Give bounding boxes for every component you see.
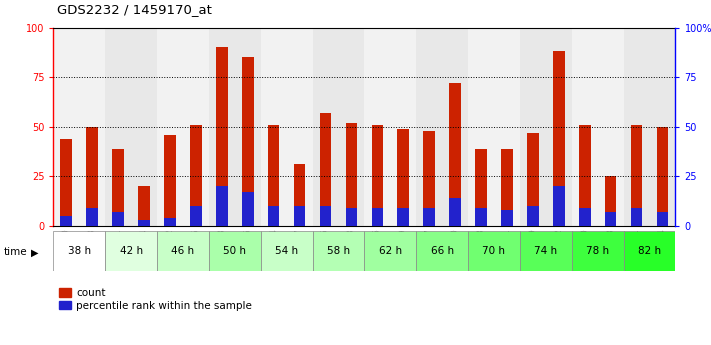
- Text: ▶: ▶: [31, 248, 39, 257]
- Text: 58 h: 58 h: [327, 246, 350, 256]
- Bar: [138, 186, 150, 226]
- Text: 74 h: 74 h: [534, 246, 557, 256]
- Bar: [364, 231, 416, 271]
- Bar: [209, 28, 261, 226]
- Bar: [86, 208, 98, 226]
- Bar: [475, 149, 487, 226]
- Bar: [346, 208, 357, 226]
- Bar: [294, 165, 306, 226]
- Bar: [261, 231, 313, 271]
- Bar: [157, 28, 209, 226]
- Bar: [579, 208, 591, 226]
- Bar: [527, 206, 539, 226]
- Bar: [605, 212, 616, 226]
- Bar: [268, 125, 279, 226]
- Bar: [261, 28, 313, 226]
- Bar: [449, 83, 461, 226]
- Bar: [624, 28, 675, 226]
- Text: 54 h: 54 h: [275, 246, 298, 256]
- Bar: [527, 133, 539, 226]
- Bar: [397, 129, 409, 226]
- Bar: [112, 149, 124, 226]
- Bar: [423, 131, 435, 226]
- Bar: [216, 47, 228, 226]
- Text: time: time: [4, 247, 27, 257]
- Bar: [423, 208, 435, 226]
- Bar: [475, 208, 487, 226]
- Bar: [372, 208, 383, 226]
- Bar: [501, 149, 513, 226]
- Text: 70 h: 70 h: [483, 246, 506, 256]
- Legend: count, percentile rank within the sample: count, percentile rank within the sample: [58, 288, 252, 311]
- Bar: [397, 208, 409, 226]
- Bar: [572, 231, 624, 271]
- Bar: [631, 125, 643, 226]
- Bar: [105, 28, 157, 226]
- Bar: [268, 206, 279, 226]
- Bar: [86, 127, 98, 226]
- Text: 42 h: 42 h: [119, 246, 143, 256]
- Bar: [157, 231, 209, 271]
- Bar: [242, 192, 254, 226]
- Bar: [190, 125, 202, 226]
- Bar: [209, 231, 261, 271]
- Bar: [416, 231, 468, 271]
- Bar: [112, 212, 124, 226]
- Bar: [372, 125, 383, 226]
- Bar: [657, 127, 668, 226]
- Bar: [320, 206, 331, 226]
- Bar: [468, 231, 520, 271]
- Bar: [164, 135, 176, 226]
- Bar: [624, 231, 675, 271]
- Bar: [553, 51, 565, 226]
- Bar: [60, 216, 72, 226]
- Bar: [520, 231, 572, 271]
- Bar: [631, 208, 643, 226]
- Bar: [313, 231, 364, 271]
- Text: 46 h: 46 h: [171, 246, 195, 256]
- Bar: [449, 198, 461, 226]
- Bar: [605, 176, 616, 226]
- Text: 78 h: 78 h: [586, 246, 609, 256]
- Bar: [105, 231, 157, 271]
- Bar: [320, 113, 331, 226]
- Text: GDS2232 / 1459170_at: GDS2232 / 1459170_at: [57, 3, 212, 17]
- Bar: [53, 28, 105, 226]
- Text: 38 h: 38 h: [68, 246, 91, 256]
- Bar: [579, 125, 591, 226]
- Bar: [501, 210, 513, 226]
- Bar: [657, 212, 668, 226]
- Bar: [138, 220, 150, 226]
- Bar: [53, 231, 105, 271]
- Bar: [553, 186, 565, 226]
- Bar: [364, 28, 416, 226]
- Bar: [190, 206, 202, 226]
- Bar: [416, 28, 468, 226]
- Text: 62 h: 62 h: [379, 246, 402, 256]
- Bar: [164, 218, 176, 226]
- Bar: [346, 123, 357, 226]
- Text: 66 h: 66 h: [431, 246, 454, 256]
- Bar: [294, 206, 306, 226]
- Bar: [60, 139, 72, 226]
- Text: 50 h: 50 h: [223, 246, 246, 256]
- Bar: [242, 57, 254, 226]
- Bar: [313, 28, 364, 226]
- Bar: [520, 28, 572, 226]
- Text: 82 h: 82 h: [638, 246, 661, 256]
- Bar: [468, 28, 520, 226]
- Bar: [216, 186, 228, 226]
- Bar: [572, 28, 624, 226]
